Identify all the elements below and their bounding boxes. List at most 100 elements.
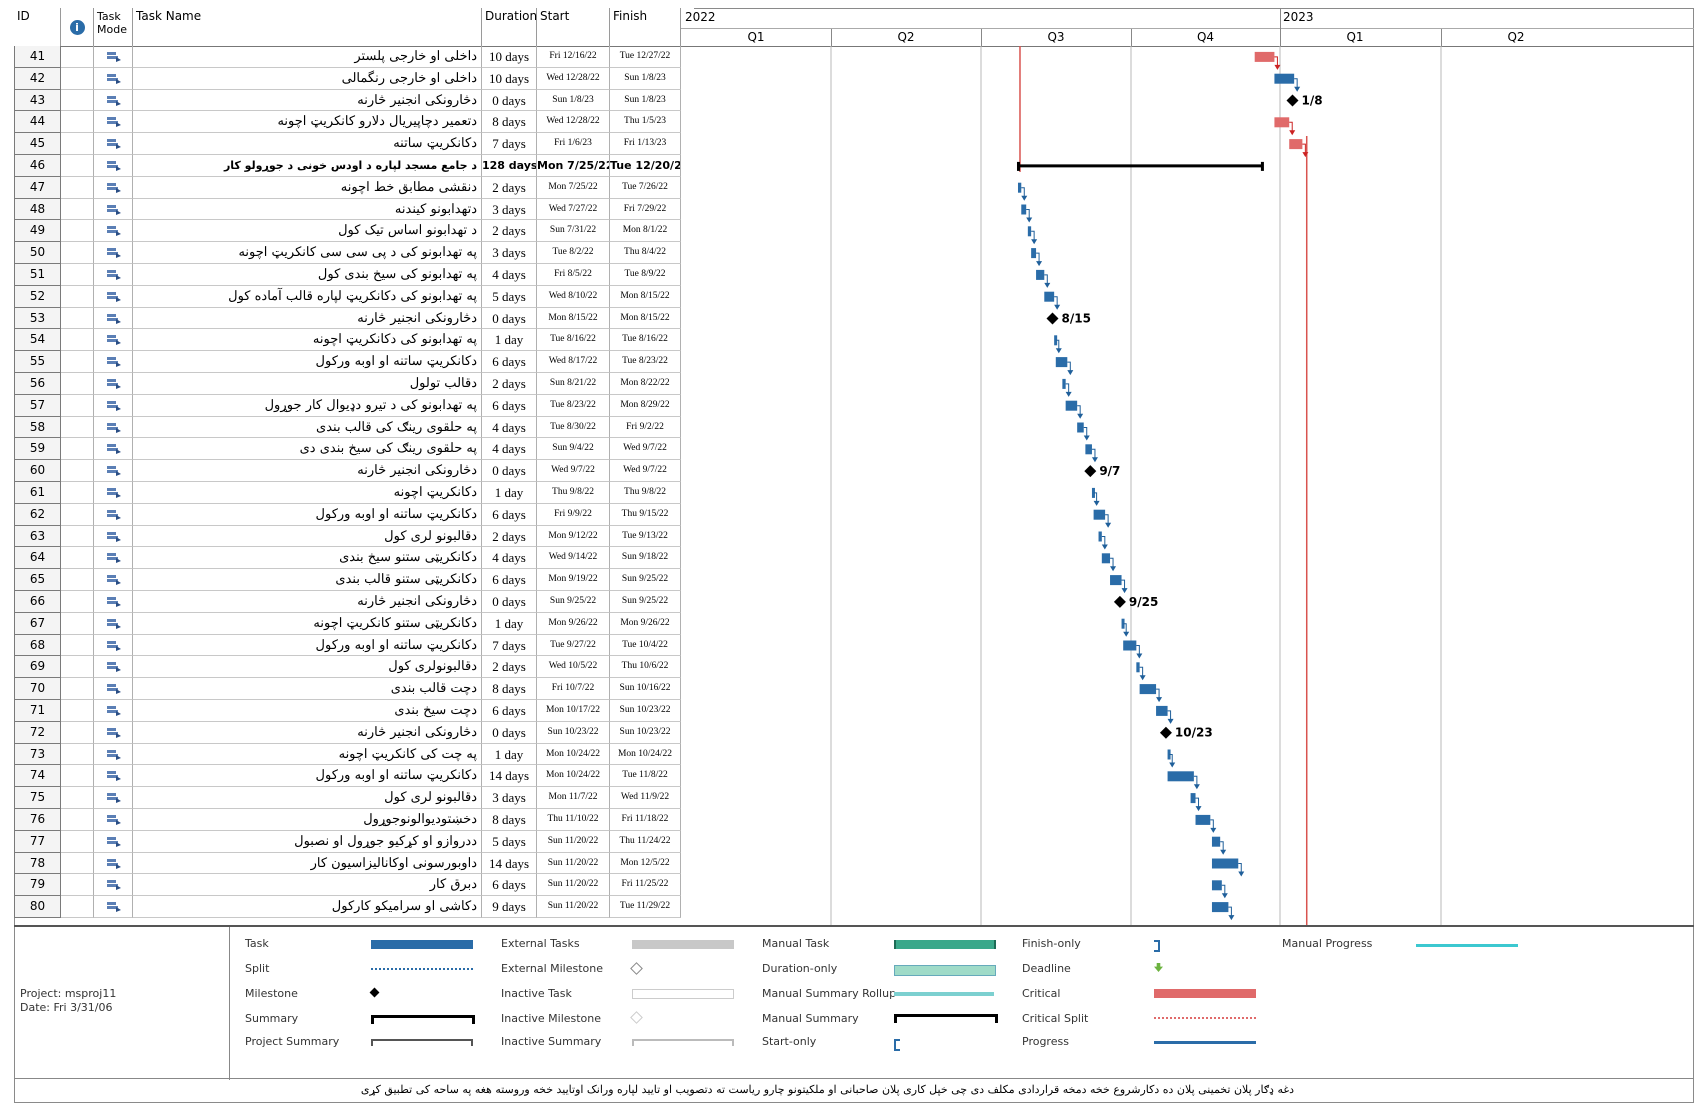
task-name-cell[interactable]: په تهدابونو کی د پی سی سی کانکریټ اچونه — [133, 242, 482, 264]
task-duration-cell[interactable]: 1 day — [482, 743, 537, 766]
task-finish-cell[interactable]: Thu 9/15/22 — [610, 503, 681, 526]
task-name-cell[interactable]: دقالبونو لری کول — [133, 525, 482, 548]
task-duration-cell[interactable]: 6 days — [482, 569, 537, 591]
task-indicator-cell[interactable] — [61, 264, 94, 286]
task-name-cell[interactable]: په حلقوی رینګ کی قالب بندی — [133, 416, 482, 439]
task-duration-cell[interactable]: 0 days — [482, 721, 537, 744]
task-name-cell[interactable]: دکاشی او سرامیکو کارکول — [133, 896, 482, 918]
task-mode-cell[interactable] — [94, 220, 133, 243]
task-name-cell[interactable]: دڅارونکی انجنیر څارنه — [133, 591, 482, 613]
task-mode-cell[interactable] — [94, 634, 133, 657]
task-finish-cell[interactable]: Tue 12/27/22 — [610, 46, 681, 68]
task-finish-cell[interactable]: Fri 9/2/22 — [610, 416, 681, 439]
task-start-cell[interactable]: Tue 8/30/22 — [537, 416, 610, 439]
task-start-cell[interactable]: Sun 11/20/22 — [537, 896, 610, 918]
table-row[interactable]: 73 په چت کی کانکریټ اچونه 1 day Mon 10/24/2… — [14, 743, 681, 766]
task-finish-cell[interactable]: Mon 8/15/22 — [610, 307, 681, 330]
table-row[interactable]: 70 دچت قالب بندی 8 days Fri 10/7/22 Sun 10/1… — [14, 678, 681, 700]
task-mode-cell[interactable] — [94, 46, 133, 68]
task-name-cell[interactable]: په تهدابونو کی سیخ بندی کول — [133, 264, 482, 286]
task-start-cell[interactable]: Tue 8/2/22 — [537, 242, 610, 264]
task-mode-cell[interactable] — [94, 743, 133, 766]
column-name-header[interactable]: Task Name — [133, 8, 482, 46]
task-name-cell[interactable]: دڅارونکی انجنیر څارنه — [133, 460, 482, 482]
task-indicator-cell[interactable] — [61, 721, 94, 744]
task-id-cell[interactable]: 60 — [14, 460, 61, 482]
task-finish-cell[interactable]: Tue 11/8/22 — [610, 765, 681, 788]
task-mode-cell[interactable] — [94, 264, 133, 286]
table-row[interactable]: 63 دقالبونو لری کول 2 days Mon 9/12/22 Tue 9… — [14, 525, 681, 548]
task-finish-cell[interactable]: Mon 10/24/22 — [610, 743, 681, 766]
task-name-cell[interactable]: داوبورسونی اوکانالیزاسیون کار — [133, 852, 482, 875]
task-start-cell[interactable]: Mon 7/25/22 — [537, 155, 610, 177]
task-duration-cell[interactable]: 2 days — [482, 525, 537, 548]
task-mode-cell[interactable] — [94, 852, 133, 875]
task-finish-cell[interactable]: Fri 11/25/22 — [610, 874, 681, 897]
task-duration-cell[interactable]: 5 days — [482, 830, 537, 853]
task-name-cell[interactable]: دکانکریټ ساتنه او اوبه ورکول — [133, 503, 482, 526]
task-start-cell[interactable]: Mon 8/15/22 — [537, 307, 610, 330]
table-row[interactable]: 42 داخلی او خارجی رنگمالی 10 days Wed 12/28… — [14, 67, 681, 90]
table-row[interactable]: 64 دکانکریټی ستنو سیخ بندی 4 days Wed 9/14/… — [14, 547, 681, 570]
task-id-cell[interactable]: 58 — [14, 416, 61, 439]
task-mode-cell[interactable] — [94, 394, 133, 417]
task-indicator-cell[interactable] — [61, 438, 94, 461]
task-indicator-cell[interactable] — [61, 503, 94, 526]
task-id-cell[interactable]: 55 — [14, 351, 61, 373]
task-indicator-cell[interactable] — [61, 89, 94, 112]
task-finish-cell[interactable]: Sun 1/8/23 — [610, 89, 681, 112]
table-row[interactable]: 44 دتعمیر دچاپیریال دلارو کانکریټ اچونه 8 … — [14, 111, 681, 134]
task-mode-cell[interactable] — [94, 503, 133, 526]
task-finish-cell[interactable]: Mon 9/26/22 — [610, 612, 681, 635]
task-mode-cell[interactable] — [94, 525, 133, 548]
table-row[interactable]: 59 په حلقوی رینګ کی سیخ بندی دی 4 days Sun … — [14, 438, 681, 461]
task-finish-cell[interactable]: Sun 9/18/22 — [610, 547, 681, 570]
table-row[interactable]: 71 دچت سیخ بندی 6 days Mon 10/17/22 Sun 10/2… — [14, 700, 681, 722]
table-row[interactable]: 74 دکانکریټ ساتنه او اوبه ورکول 14 days Mon… — [14, 765, 681, 788]
task-indicator-cell[interactable] — [61, 307, 94, 330]
task-start-cell[interactable]: Mon 11/7/22 — [537, 787, 610, 809]
table-row[interactable]: 79 دبرق کار 6 days Sun 11/20/22 Fri 11/25/22 — [14, 874, 681, 897]
task-duration-cell[interactable]: 7 days — [482, 133, 537, 155]
task-mode-cell[interactable] — [94, 416, 133, 439]
table-row[interactable]: 49 د تهدابونو اساس تیک کول 2 days Sun 7/31/… — [14, 220, 681, 243]
table-row[interactable]: 65 دکانکریټی ستنو قالب بندی 6 days Mon 9/19… — [14, 569, 681, 591]
task-start-cell[interactable]: Sun 9/25/22 — [537, 591, 610, 613]
task-start-cell[interactable]: Mon 10/17/22 — [537, 700, 610, 722]
task-name-cell[interactable]: دچت قالب بندی — [133, 678, 482, 700]
task-indicator-cell[interactable] — [61, 765, 94, 788]
task-duration-cell[interactable]: 1 day — [482, 612, 537, 635]
task-name-cell[interactable]: داخلی او خارجی رنگمالی — [133, 67, 482, 90]
task-indicator-cell[interactable] — [61, 482, 94, 504]
task-mode-cell[interactable] — [94, 547, 133, 570]
task-duration-cell[interactable]: 0 days — [482, 591, 537, 613]
task-indicator-cell[interactable] — [61, 591, 94, 613]
task-name-cell[interactable]: داخلی او خارجی پلستر — [133, 46, 482, 68]
task-indicator-cell[interactable] — [61, 874, 94, 897]
task-mode-cell[interactable] — [94, 874, 133, 897]
table-row[interactable]: 67 دکانکریټی ستنو کانکریټ اچونه 1 day Mon 9… — [14, 612, 681, 635]
column-indicators-header[interactable]: i — [61, 8, 94, 46]
task-duration-cell[interactable]: 1 day — [482, 482, 537, 504]
table-row[interactable]: 50 په تهدابونو کی د پی سی سی کانکریټ اچون… — [14, 242, 681, 264]
task-start-cell[interactable]: Thu 11/10/22 — [537, 809, 610, 831]
task-mode-cell[interactable] — [94, 198, 133, 221]
task-indicator-cell[interactable] — [61, 830, 94, 853]
task-id-cell[interactable]: 63 — [14, 525, 61, 548]
task-start-cell[interactable]: Mon 9/12/22 — [537, 525, 610, 548]
task-id-cell[interactable]: 42 — [14, 67, 61, 90]
table-row[interactable]: 77 ددروازو او کړکیو جوړول او نصبول 5 days S… — [14, 830, 681, 853]
task-indicator-cell[interactable] — [61, 155, 94, 177]
task-start-cell[interactable]: Mon 10/24/22 — [537, 743, 610, 766]
table-row[interactable]: 57 په تهدابونو کی د تیرو دډیوال کار جوړول… — [14, 394, 681, 417]
task-finish-cell[interactable]: Thu 9/8/22 — [610, 482, 681, 504]
task-indicator-cell[interactable] — [61, 46, 94, 68]
task-duration-cell[interactable]: 2 days — [482, 220, 537, 243]
task-mode-cell[interactable] — [94, 656, 133, 679]
task-start-cell[interactable]: Wed 8/10/22 — [537, 285, 610, 308]
task-mode-cell[interactable] — [94, 111, 133, 134]
task-finish-cell[interactable]: Mon 8/22/22 — [610, 373, 681, 395]
table-row[interactable]: 41 داخلی او خارجی پلستر 10 days Fri 12/16/2… — [14, 46, 681, 68]
task-finish-cell[interactable]: Sun 10/23/22 — [610, 721, 681, 744]
task-id-cell[interactable]: 72 — [14, 721, 61, 744]
